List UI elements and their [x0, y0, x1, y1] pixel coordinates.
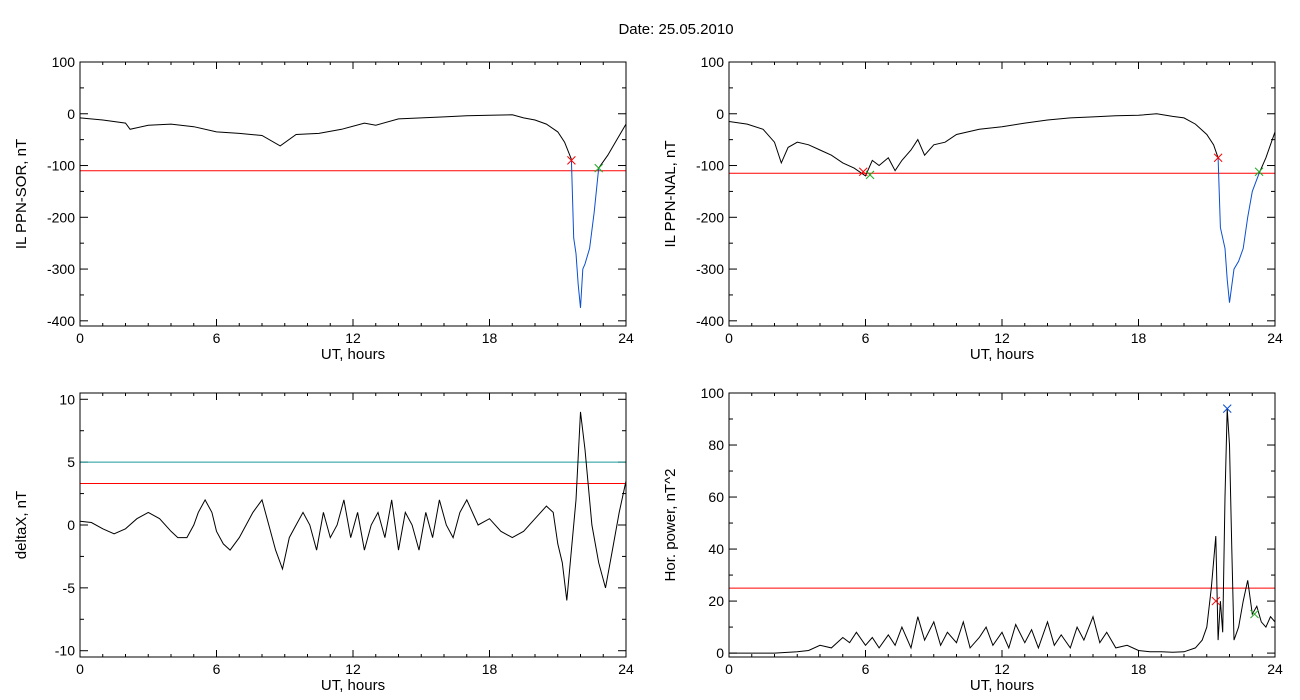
- x-axis-label: UT, hours: [970, 677, 1034, 694]
- y-tick-label: 0: [716, 645, 724, 661]
- x-tick-label: 18: [482, 330, 498, 346]
- y-tick-label: 100: [701, 385, 725, 401]
- cross-marker-stroke: [1211, 596, 1221, 606]
- x-tick-label: 6: [213, 661, 221, 677]
- y-tick-label: 0: [716, 106, 724, 122]
- cross-marker-stroke: [567, 155, 576, 165]
- y-tick-label: 20: [708, 593, 724, 609]
- y-tick-label: -400: [696, 313, 724, 329]
- figure-title: Date: 25.05.2010: [618, 21, 733, 38]
- series-line: [570, 159, 600, 308]
- x-tick-label: 12: [345, 661, 361, 677]
- series-line: [80, 114, 572, 160]
- plot-area: [80, 411, 626, 601]
- plot-frame: [728, 61, 1276, 327]
- cross-marker: [1222, 404, 1232, 413]
- plot-area: [80, 114, 626, 308]
- y-axis-label: Hor. power, nT^2: [662, 469, 679, 582]
- y-tick-label: 40: [708, 541, 724, 557]
- y-axis-label: IL PPN-NAL, nT: [662, 141, 679, 248]
- cross-marker: [865, 170, 875, 180]
- cross-marker: [567, 155, 576, 165]
- x-tick-label: 0: [76, 330, 84, 346]
- y-tick-label: 10: [59, 391, 75, 407]
- cross-marker-stroke: [594, 163, 604, 173]
- x-tick-label: 0: [76, 661, 84, 677]
- x-tick-label: 12: [994, 330, 1010, 346]
- cross-marker: [594, 163, 604, 173]
- x-tick-label: 24: [618, 661, 634, 677]
- x-tick-label: 18: [1131, 661, 1147, 677]
- chart-panel-power: 0 6 12 18 24 100 80 60 40 20 0 UT, hours Hor. power,…: [662, 385, 1283, 694]
- x-tick-label: 18: [482, 661, 498, 677]
- x-tick-label: 24: [618, 330, 634, 346]
- y-tick-label: -100: [47, 158, 75, 174]
- y-tick-label: 0: [67, 517, 75, 533]
- series-line: [1217, 157, 1260, 303]
- y-tick-label: 100: [52, 54, 76, 70]
- y-tick-label: -100: [696, 158, 724, 174]
- plot-area: [729, 404, 1275, 654]
- x-tick-label: 6: [862, 330, 870, 346]
- x-axis-label: UT, hours: [321, 346, 385, 363]
- cross-marker-stroke: [858, 167, 868, 177]
- cross-marker: [1211, 596, 1221, 606]
- series-line: [598, 123, 626, 169]
- cross-marker: [1250, 609, 1259, 619]
- x-tick-label: 24: [1267, 661, 1283, 677]
- y-axis-label: deltaX, nT: [13, 491, 30, 559]
- x-tick-label: 18: [1131, 330, 1147, 346]
- cross-marker-stroke: [1250, 609, 1259, 619]
- y-tick-label: 80: [708, 437, 724, 453]
- y-tick-label: -200: [696, 209, 724, 225]
- x-axis-label: UT, hours: [970, 346, 1034, 363]
- x-tick-label: 6: [213, 330, 221, 346]
- cross-marker: [858, 167, 868, 177]
- x-tick-label: 0: [725, 330, 733, 346]
- y-tick-label: 60: [708, 489, 724, 505]
- x-axis-label: UT, hours: [321, 677, 385, 694]
- series-line: [80, 411, 626, 601]
- y-tick-label: -10: [55, 643, 75, 659]
- x-tick-label: 12: [345, 330, 361, 346]
- x-tick-label: 0: [725, 661, 733, 677]
- cross-marker-stroke: [1254, 167, 1264, 177]
- chart-panel-sor: 0 6 12 18 24 100 0 -100 -200 -300 -400 UT, hours IL …: [13, 54, 634, 363]
- y-tick-label: 0: [67, 106, 75, 122]
- series-line: [729, 113, 1219, 177]
- chart-panel-nal: 0 6 12 18 24 100 0 -100 -200 -300 -400 UT, hours IL …: [662, 54, 1283, 363]
- y-axis-label: IL PPN-SOR, nT: [13, 139, 30, 249]
- y-tick-label: -300: [47, 261, 75, 277]
- cross-marker-stroke: [865, 170, 875, 180]
- y-tick-label: 5: [67, 454, 75, 470]
- cross-marker: [1213, 153, 1223, 163]
- chart-panel-deltax: 0 6 12 18 24 10 5 0 -5 -10 UT, hours deltaX, nT: [13, 391, 634, 694]
- series-line: [1258, 131, 1275, 174]
- plot-frame: [79, 61, 627, 327]
- plot-frame: [79, 392, 627, 658]
- y-tick-label: -5: [63, 580, 76, 596]
- cross-marker: [1254, 167, 1264, 177]
- x-tick-label: 24: [1267, 330, 1283, 346]
- x-tick-label: 12: [994, 661, 1010, 677]
- plot-area: [729, 113, 1275, 303]
- y-tick-label: 100: [701, 54, 725, 70]
- y-tick-label: -300: [696, 261, 724, 277]
- cross-marker-stroke: [1222, 404, 1232, 413]
- x-tick-label: 6: [862, 661, 870, 677]
- y-tick-label: -200: [47, 209, 75, 225]
- cross-marker-stroke: [1213, 153, 1223, 163]
- plot-frame: [728, 392, 1276, 658]
- series-line: [729, 408, 1275, 654]
- y-tick-label: -400: [47, 313, 75, 329]
